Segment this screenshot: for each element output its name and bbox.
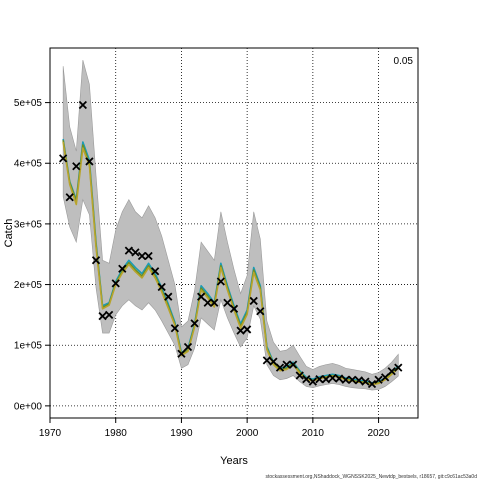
observed-point xyxy=(98,311,107,321)
observed-point xyxy=(335,374,344,383)
observed-point xyxy=(190,319,199,328)
observed-point xyxy=(78,100,87,110)
observed-point xyxy=(367,379,377,389)
observed-point xyxy=(203,298,212,307)
observed-point xyxy=(354,376,363,385)
observed-point xyxy=(65,193,74,202)
observed-point xyxy=(321,375,331,384)
y-tick-label: 1e+05 xyxy=(14,341,43,352)
observed-point xyxy=(374,375,383,384)
observed-point xyxy=(59,154,68,163)
observed-point xyxy=(229,304,239,313)
y-tick-label: 5e+05 xyxy=(14,98,43,109)
observed-point xyxy=(91,256,101,265)
observed-point xyxy=(170,324,179,333)
observed-point xyxy=(85,157,94,166)
x-tick-label: 1990 xyxy=(170,428,193,439)
observed-point xyxy=(164,292,173,301)
observed-point xyxy=(394,363,403,372)
observed-point xyxy=(111,279,120,288)
footer-note: stockassessment.org,NShaddock_WGNSSK2025… xyxy=(265,474,477,480)
y-tick-label: 4e+05 xyxy=(14,159,43,170)
observed-point xyxy=(289,360,298,369)
x-tick-label: 1970 xyxy=(39,428,62,439)
observed-point xyxy=(183,342,193,352)
observed-point xyxy=(387,367,396,376)
observed-point xyxy=(341,375,350,384)
observed-point xyxy=(223,298,232,307)
observed-point xyxy=(315,375,324,384)
axis-ticks-layer: 1970 1980 1990 2000 2010 2020 0e+00 1e+05 2e+05 3… xyxy=(14,98,390,439)
observed-point xyxy=(249,296,258,306)
x-tick-label: 1980 xyxy=(105,428,128,439)
plot-frame xyxy=(49,47,419,419)
observed-point xyxy=(210,298,219,307)
observed-point xyxy=(262,356,271,365)
observed-point xyxy=(308,377,317,386)
observed-point xyxy=(137,251,147,261)
x-axis-title: Years xyxy=(220,455,248,467)
corner-label: 0.05 xyxy=(394,56,414,67)
observed-point xyxy=(243,325,252,334)
observed-point xyxy=(144,251,153,261)
y-tick-label: 3e+05 xyxy=(14,219,43,230)
observed-point xyxy=(282,360,291,369)
observed-point xyxy=(302,375,311,384)
confidence-band-layer xyxy=(62,60,399,391)
observed-point xyxy=(275,363,285,372)
observed-point xyxy=(105,310,114,320)
observed-points-layer xyxy=(59,100,403,389)
grid-layer xyxy=(50,48,418,418)
y-tick-label: 2e+05 xyxy=(14,280,43,291)
observed-point xyxy=(361,377,370,386)
confidence-band xyxy=(62,60,399,391)
observed-point xyxy=(295,371,304,380)
observed-point xyxy=(151,267,160,276)
observed-point xyxy=(197,292,206,301)
observed-point xyxy=(348,375,357,384)
observed-point xyxy=(157,282,166,292)
observed-point xyxy=(269,357,278,366)
observed-point xyxy=(131,248,140,257)
observed-point xyxy=(118,264,127,273)
y-axis-title: Catch xyxy=(3,219,15,248)
observed-point xyxy=(177,349,186,358)
y-tick-label: 0e+00 xyxy=(14,401,43,412)
observed-point xyxy=(328,373,337,383)
observed-point xyxy=(124,246,133,255)
observed-point xyxy=(381,373,390,382)
observed-point xyxy=(236,326,245,335)
observed-point xyxy=(72,162,81,171)
x-tick-label: 2010 xyxy=(302,428,325,439)
observed-point xyxy=(256,307,265,316)
x-tick-label: 2020 xyxy=(367,428,390,439)
observed-point xyxy=(216,277,225,286)
x-tick-label: 2000 xyxy=(236,428,259,439)
